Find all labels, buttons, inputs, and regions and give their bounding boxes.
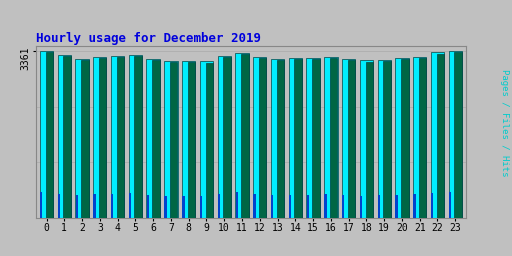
Text: Pages / Files / Hits: Pages / Files / Hits xyxy=(500,69,509,177)
Bar xyxy=(401,59,409,218)
Bar xyxy=(111,194,114,218)
Bar xyxy=(236,192,238,218)
Bar xyxy=(93,195,96,218)
Bar xyxy=(383,61,391,218)
Bar xyxy=(58,194,60,218)
Bar xyxy=(99,58,106,218)
Bar xyxy=(164,61,178,218)
Bar xyxy=(366,62,373,218)
Bar xyxy=(146,195,149,218)
Bar xyxy=(306,58,320,218)
Bar xyxy=(93,57,106,218)
Bar xyxy=(58,55,71,218)
Bar xyxy=(378,196,380,218)
Bar xyxy=(46,52,53,218)
Bar xyxy=(454,51,462,218)
Bar xyxy=(449,51,462,218)
Bar xyxy=(188,62,195,218)
Bar xyxy=(431,193,433,218)
Bar xyxy=(289,58,302,218)
Bar xyxy=(325,194,327,218)
Bar xyxy=(164,196,167,218)
Bar xyxy=(236,53,249,218)
Bar xyxy=(307,195,309,218)
Bar xyxy=(40,50,53,218)
Bar xyxy=(449,192,451,218)
Bar xyxy=(413,57,426,218)
Bar xyxy=(289,195,291,218)
Bar xyxy=(348,60,355,218)
Bar xyxy=(223,57,231,218)
Bar xyxy=(360,196,362,218)
Bar xyxy=(437,54,444,218)
Bar xyxy=(259,58,266,218)
Bar xyxy=(276,60,284,218)
Bar xyxy=(200,196,202,218)
Bar xyxy=(395,195,398,218)
Bar xyxy=(117,57,124,218)
Bar xyxy=(330,58,337,218)
Bar xyxy=(342,195,345,218)
Bar xyxy=(75,59,89,218)
Bar xyxy=(205,63,213,218)
Bar xyxy=(413,195,416,218)
Bar xyxy=(241,54,248,218)
Bar xyxy=(152,60,160,218)
Bar xyxy=(253,195,255,218)
Bar xyxy=(63,56,71,218)
Bar xyxy=(377,60,391,218)
Bar xyxy=(431,52,444,218)
Text: Hourly usage for December 2019: Hourly usage for December 2019 xyxy=(36,32,261,45)
Bar xyxy=(200,61,213,218)
Bar xyxy=(129,55,142,218)
Bar xyxy=(360,60,373,218)
Bar xyxy=(271,195,273,218)
Bar xyxy=(81,60,89,218)
Bar xyxy=(40,192,42,218)
Bar xyxy=(146,59,160,218)
Bar xyxy=(395,58,409,218)
Bar xyxy=(182,61,196,218)
Bar xyxy=(76,195,78,218)
Bar xyxy=(324,57,337,218)
Bar xyxy=(294,59,302,218)
Bar xyxy=(218,56,231,218)
Bar xyxy=(170,62,178,218)
Bar xyxy=(271,59,284,218)
Bar xyxy=(218,194,220,218)
Bar xyxy=(129,194,131,218)
Bar xyxy=(253,57,266,218)
Bar xyxy=(342,59,355,218)
Bar xyxy=(111,56,124,218)
Bar xyxy=(135,56,142,218)
Bar xyxy=(182,196,184,218)
Bar xyxy=(419,58,426,218)
Bar xyxy=(312,59,319,218)
